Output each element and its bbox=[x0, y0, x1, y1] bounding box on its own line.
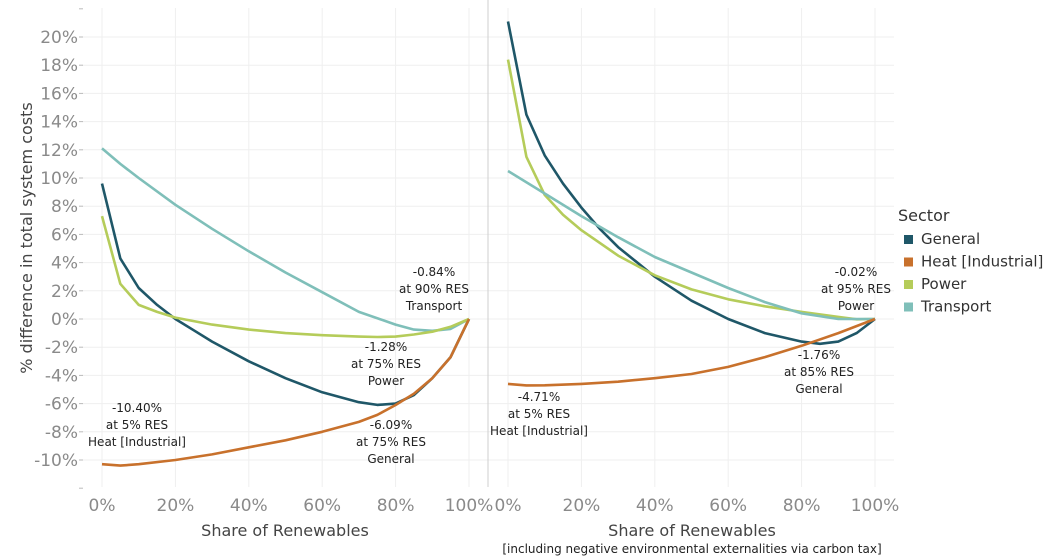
legend-swatch bbox=[904, 235, 913, 244]
x-tick-label: 40% bbox=[230, 496, 268, 516]
y-tick-label: -8% bbox=[45, 423, 78, 443]
y-tick-label: 14% bbox=[40, 113, 78, 133]
x-tick-label: 80% bbox=[377, 496, 415, 516]
x-tick-label: 0% bbox=[89, 496, 116, 516]
y-tick-label: 16% bbox=[40, 84, 78, 104]
left-panel-x-axis-title: Share of Renewables bbox=[201, 521, 369, 540]
x-tick-label: 100% bbox=[851, 496, 900, 516]
x-tick-label: 0% bbox=[495, 496, 522, 516]
legend-label: Heat [Industrial] bbox=[921, 253, 1043, 271]
y-tick-label: 10% bbox=[40, 169, 78, 189]
y-tick-label: 8% bbox=[51, 197, 78, 217]
legend-swatch bbox=[904, 257, 913, 267]
legend-swatch bbox=[904, 302, 913, 312]
y-tick-label: 6% bbox=[51, 225, 78, 245]
y-tick-label: 20% bbox=[40, 28, 78, 48]
series-line-transport bbox=[507, 169, 875, 321]
grid-layer bbox=[82, 8, 894, 487]
y-tick-label: 0% bbox=[51, 310, 78, 330]
legend-label: Transport bbox=[920, 298, 992, 316]
legend-label: General bbox=[921, 230, 980, 248]
series-layer bbox=[100, 21, 876, 467]
legend-swatch bbox=[904, 280, 913, 289]
legend-title: Sector bbox=[898, 206, 950, 225]
y-tick-label: -2% bbox=[45, 338, 78, 358]
x-tick-label: 20% bbox=[563, 496, 601, 516]
y-tick-label: -6% bbox=[45, 395, 78, 415]
y-tick-label: 12% bbox=[40, 141, 78, 161]
right-panel-x-axis-subtitle: [including negative environmental extern… bbox=[502, 542, 881, 556]
y-axis-title: % difference in total system costs bbox=[17, 102, 36, 374]
right-panel-x-axis-title: Share of Renewables bbox=[608, 521, 776, 540]
series-line-transport bbox=[101, 147, 470, 333]
x-tick-label: 60% bbox=[303, 496, 341, 516]
y-tick-label: -10% bbox=[34, 451, 78, 471]
series-line-power bbox=[506, 59, 876, 321]
x-tick-label: 100% bbox=[445, 496, 494, 516]
y-tick-label: -4% bbox=[45, 366, 78, 386]
series-line-heat-industrial bbox=[507, 317, 876, 387]
series-line-general bbox=[506, 21, 876, 346]
data-annotation: -1.76% at 85% RES General bbox=[784, 348, 854, 396]
y-tick-label: 4% bbox=[51, 254, 78, 274]
data-annotation: -1.28% at 75% RES Power bbox=[351, 340, 421, 388]
data-annotation: -4.71% at 5% RES Heat [Industrial] bbox=[490, 390, 588, 438]
data-annotation: -0.84% at 90% RES Transport bbox=[399, 265, 469, 313]
x-tick-label: 80% bbox=[783, 496, 821, 516]
legend: Sector General Heat [Industrial] Power Tran… bbox=[898, 206, 1043, 316]
x-tick-label: 20% bbox=[157, 496, 195, 516]
series-line-heat-industrial bbox=[101, 318, 471, 467]
data-annotation: -0.02% at 95% RES Power bbox=[821, 265, 891, 313]
annotation-layer: -0.84% at 90% RES Transport -1.28% at 75% RE… bbox=[88, 265, 891, 466]
x-tick-label: 60% bbox=[709, 496, 747, 516]
series-line-power bbox=[100, 215, 470, 339]
legend-label: Power bbox=[921, 275, 967, 293]
x-tick-label: 40% bbox=[636, 496, 674, 516]
data-annotation: -6.09% at 75% RES General bbox=[356, 418, 426, 466]
y-tick-label: 2% bbox=[51, 282, 78, 302]
data-annotation: -10.40% at 5% RES Heat [Industrial] bbox=[88, 401, 186, 449]
axes-layer: % difference in total system costs Share… bbox=[17, 0, 899, 556]
y-tick-label: 18% bbox=[40, 56, 78, 76]
